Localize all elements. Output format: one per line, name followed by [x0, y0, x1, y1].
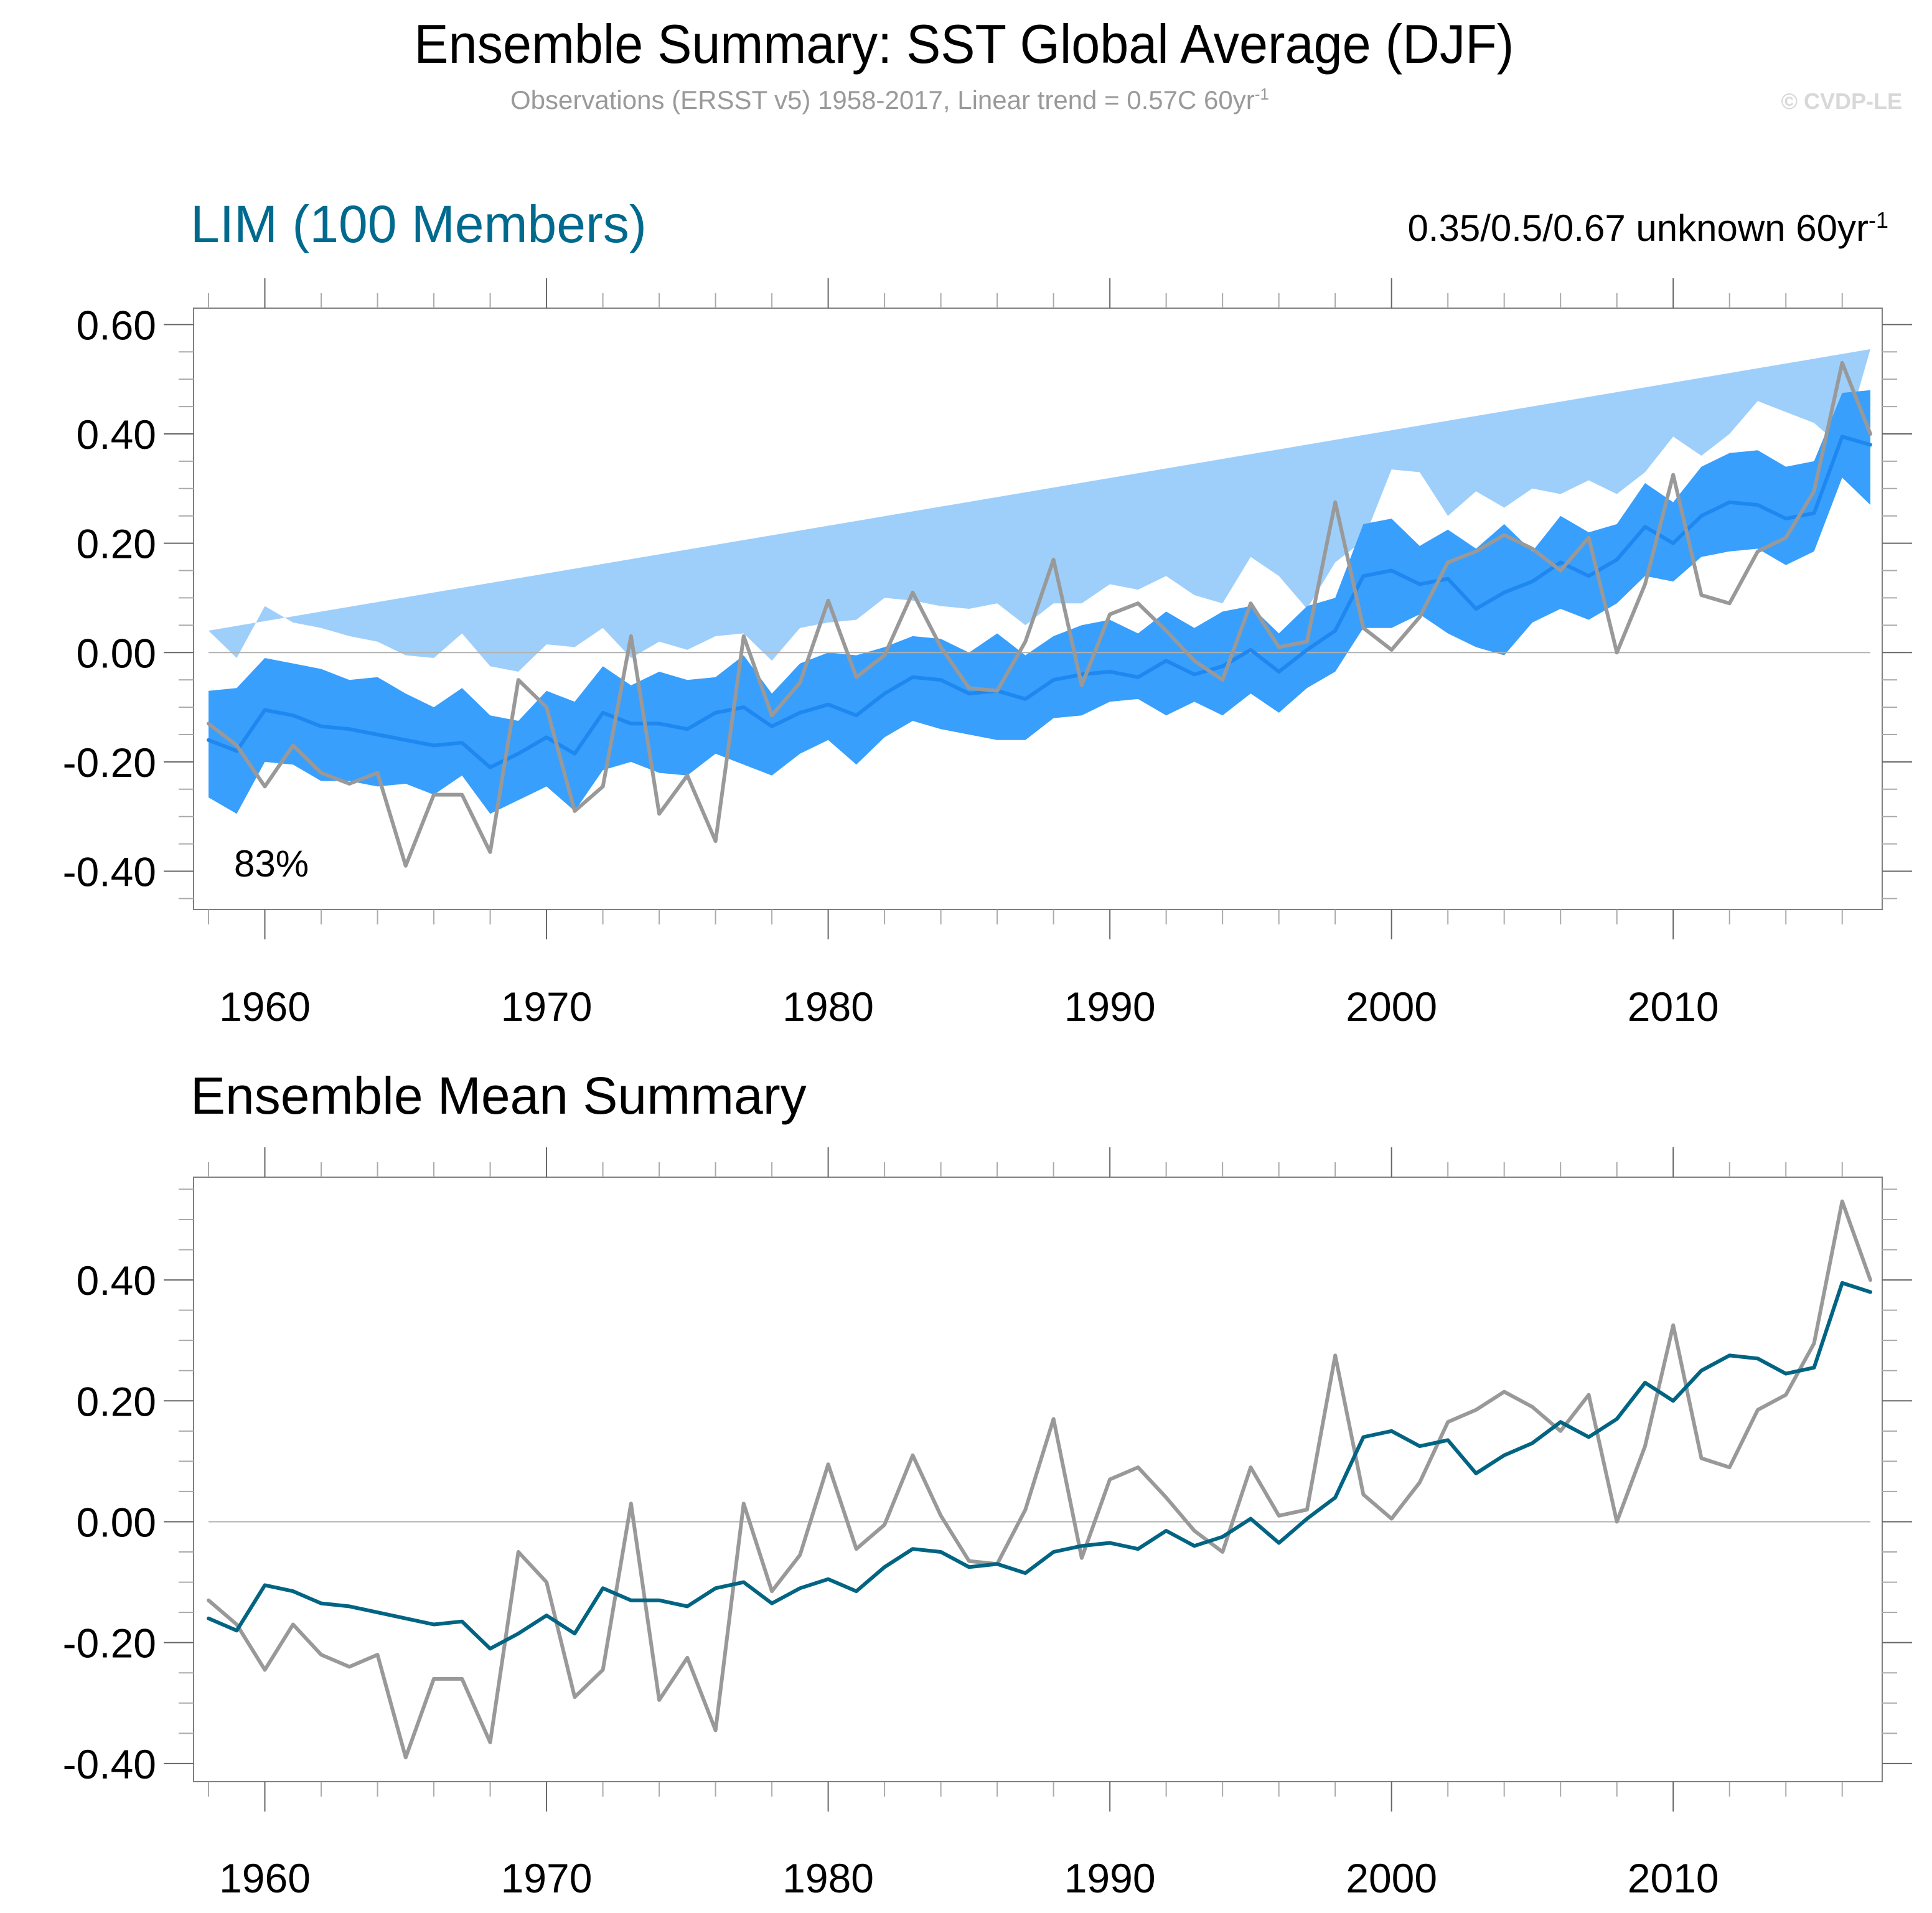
plot-frame: [193, 308, 1883, 910]
chart-subtitle: Observations (ERSST v5) 1958-2017, Linea…: [510, 85, 1269, 115]
x-tick-label: 1960: [219, 984, 311, 1030]
x-tick-label: 1990: [1064, 984, 1156, 1030]
y-tick-label: 0.20: [77, 521, 156, 567]
y-tick-label: 0.20: [77, 1378, 156, 1424]
x-tick-label: 1980: [782, 1855, 874, 1901]
ensemble-mean-line: [207, 1281, 1872, 1651]
x-tick-label: 2000: [1346, 1855, 1437, 1901]
y-tick-label: 0.00: [77, 1499, 156, 1545]
x-tick-label: 1980: [782, 984, 874, 1030]
x-tick-label: 1970: [501, 1855, 593, 1901]
y-tick-label: 0.00: [77, 630, 156, 676]
x-tick-label: 1990: [1064, 1855, 1156, 1901]
y-tick-label: -0.20: [63, 1620, 156, 1666]
y-tick-label: 0.40: [77, 411, 156, 458]
observations-line: [207, 360, 1872, 868]
y-tick-label: -0.40: [63, 1741, 156, 1787]
trend-text: 0.35/0.5/0.67 unknown 60yr: [1407, 207, 1869, 249]
percent-annotation: 83%: [234, 843, 309, 885]
y-tick-label: -0.20: [63, 740, 156, 786]
panel-2: -0.40 -0.20 0.00 0.20 0.40 1960 1970 1980 1990 20…: [63, 1147, 1912, 1901]
panel1-trend-text: 0.35/0.5/0.67 unknown 60yr-1: [1407, 207, 1888, 250]
y-tick-label: 0.40: [77, 1257, 156, 1304]
observations-line: [207, 1199, 1872, 1760]
x-tick-label: 2010: [1628, 1855, 1719, 1901]
subtitle-text: Observations (ERSST v5) 1958-2017, Linea…: [510, 85, 1255, 115]
x-tick-label: 2010: [1628, 984, 1719, 1030]
ensemble-mean-line: [207, 435, 1872, 769]
y-tick-label: -0.40: [63, 849, 156, 895]
x-tick-label: 2000: [1346, 984, 1437, 1030]
trend-superscript: -1: [1868, 207, 1888, 233]
panel2-title: Ensemble Mean Summary: [190, 1066, 807, 1125]
plot-frame: [193, 1177, 1883, 1782]
subtitle-superscript: -1: [1254, 85, 1269, 103]
panel1-title: LIM (100 Members): [190, 195, 647, 253]
panel-1: -0.40 -0.20 0.00 0.20 0.40 0.60 1960 1970 1980 19…: [63, 278, 1912, 1030]
x-tick-label: 1960: [219, 1855, 311, 1901]
inner-spread-band: [209, 390, 1870, 814]
chart-main-title: Ensemble Summary: SST Global Average (DJ…: [414, 13, 1514, 75]
watermark: © CVDP-LE: [1781, 88, 1902, 114]
y-tick-label: 0.60: [77, 302, 156, 348]
x-tick-label: 1970: [501, 984, 593, 1030]
outer-spread-band: [209, 349, 1870, 672]
